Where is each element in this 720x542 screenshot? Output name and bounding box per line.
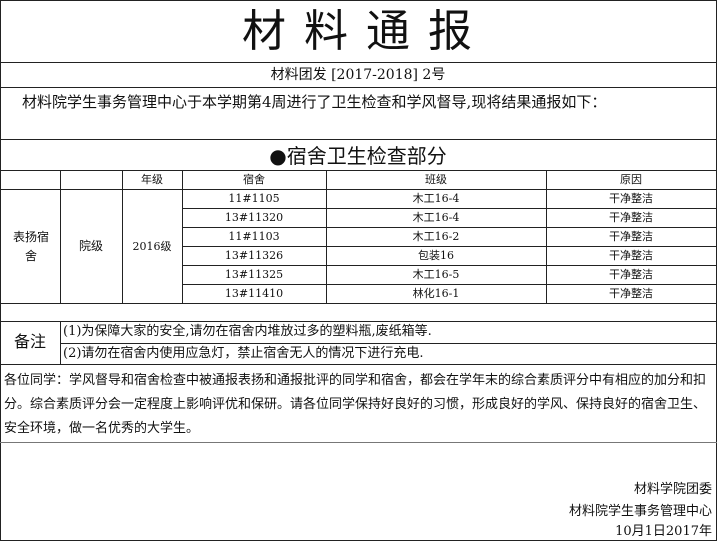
cell-dorm: 13#11326 — [224, 249, 284, 262]
cell-class: 林化16-1 — [412, 287, 460, 300]
cell-reason: 干净整洁 — [609, 249, 653, 262]
section-title: ●宿舍卫生检查部分 — [269, 144, 447, 168]
header-reason: 原因 — [620, 173, 642, 186]
cell-dorm: 11#1105 — [228, 192, 280, 205]
cell-dorm: 13#11325 — [224, 268, 284, 281]
note-item: (1)为保障大家的安全,请勿在宿舍内堆放过多的塑料瓶,废纸箱等. — [63, 324, 432, 339]
notes-label: 备注 — [13, 332, 46, 351]
cell-reason: 干净整洁 — [609, 287, 653, 300]
page-title: 材 料 通 报 — [242, 6, 474, 57]
intro-text: 材料院学生事务管理中心于本学期第4周进行了卫生检查和学风督导,现将结果通报如下： — [22, 93, 607, 111]
cell-class: 包装16 — [418, 249, 454, 262]
cell-dorm: 11#1103 — [228, 230, 280, 243]
signature-org2: 材料院学生事务管理中心 — [568, 504, 712, 519]
header-class: 班级 — [425, 173, 447, 186]
cell-reason: 干净整洁 — [609, 268, 653, 281]
signature-date: 10月1日2017年 — [615, 524, 712, 539]
category-cell: 表扬宿舍 — [12, 230, 49, 263]
cell-class: 木工16-5 — [412, 268, 460, 281]
signature-org1: 材料学院团委 — [633, 482, 712, 497]
cell-class: 木工16-4 — [412, 211, 460, 224]
cell-reason: 干净整洁 — [609, 211, 653, 224]
notice-paragraph: 各位同学：学风督导和宿舍检查中被通报表扬和通报批评的同学和宿舍，都会在学年末的综… — [4, 373, 707, 436]
level-cell: 院级 — [78, 239, 103, 253]
grade-cell: 2016级 — [132, 240, 172, 253]
doc-number: 材料团发 [2017-2018] 2号 — [270, 67, 446, 83]
cell-reason: 干净整洁 — [609, 230, 653, 243]
cell-dorm: 13#11410 — [224, 287, 284, 300]
header-grade: 年级 — [141, 173, 163, 186]
cell-reason: 干净整洁 — [609, 192, 653, 205]
note-item: (2)请勿在宿舍内使用应急灯，禁止宿舍无人的情况下进行充电. — [63, 346, 424, 361]
cell-class: 木工16-2 — [412, 230, 460, 243]
header-dorm: 宿舍 — [243, 173, 265, 186]
cell-class: 木工16-4 — [412, 192, 460, 205]
cell-dorm: 13#11320 — [224, 211, 284, 224]
